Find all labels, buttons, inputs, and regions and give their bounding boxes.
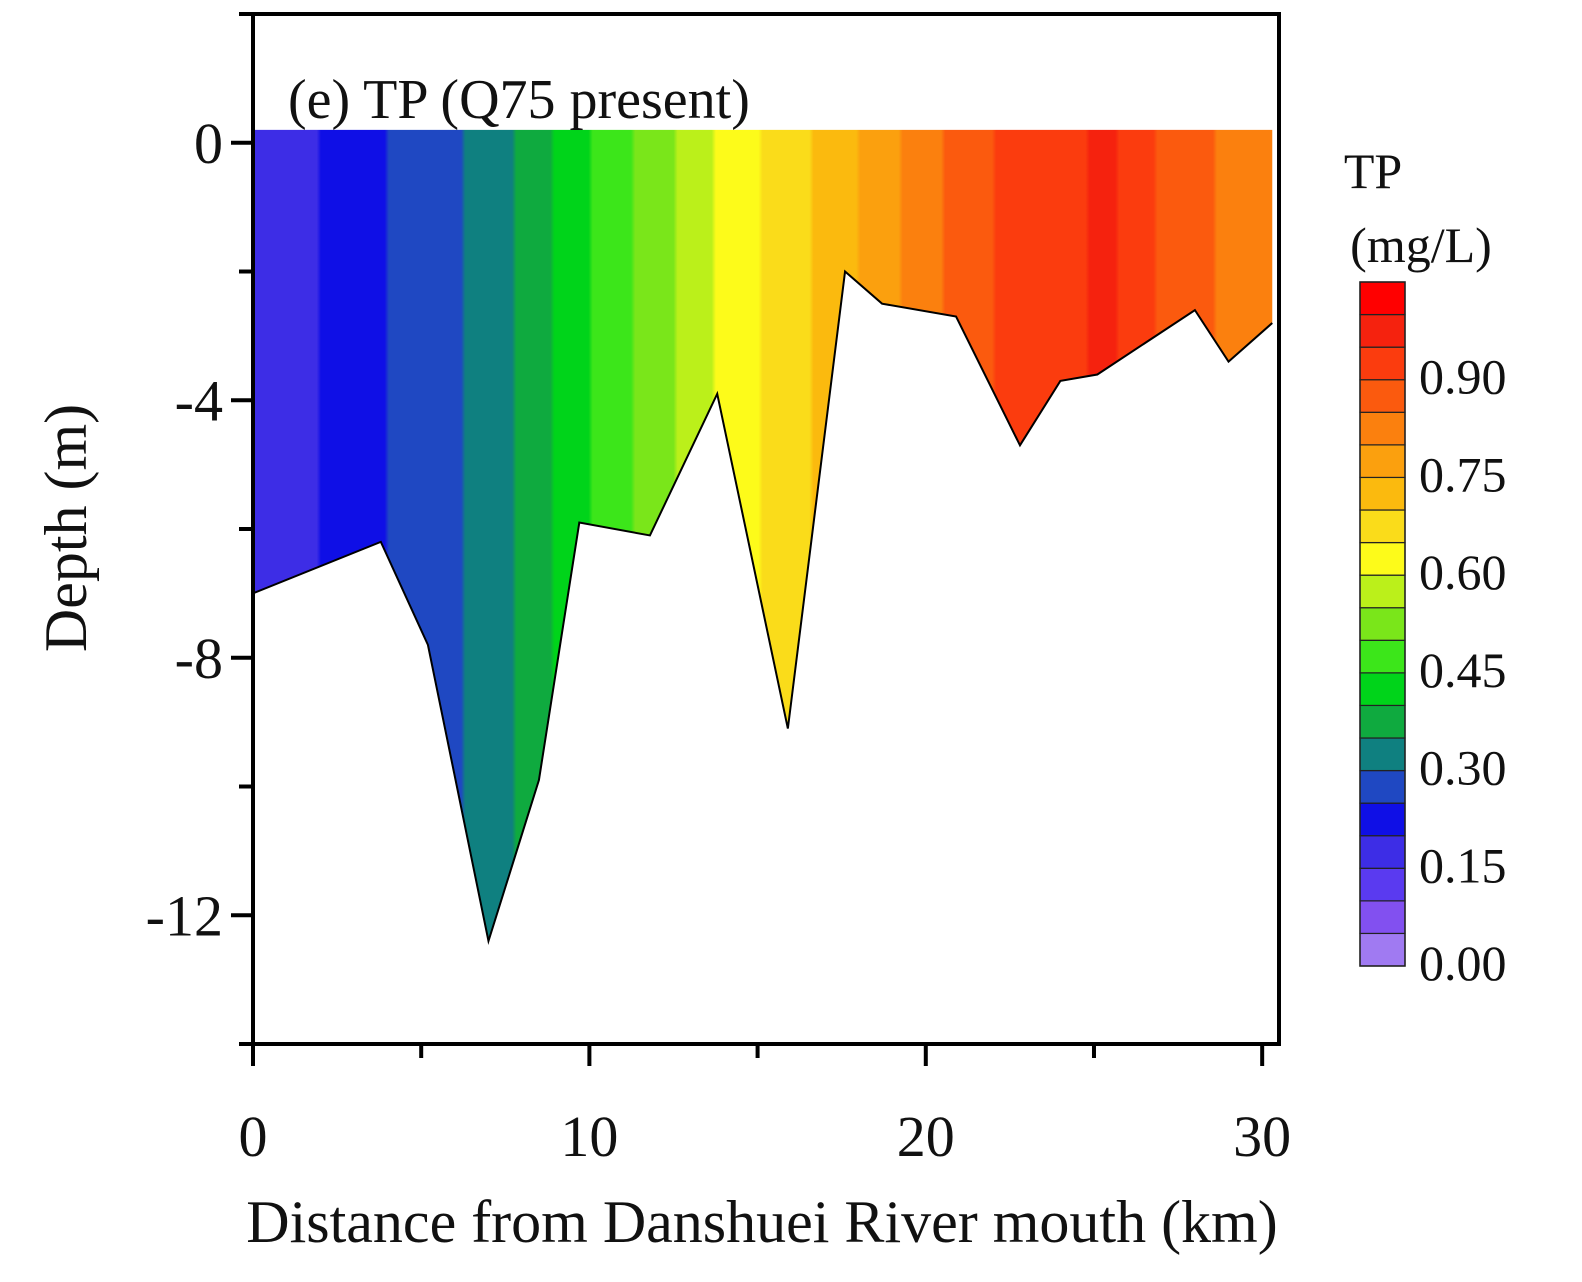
colorbar-swatch xyxy=(1359,835,1406,869)
colorbar-swatch xyxy=(1359,281,1406,316)
colorbar-swatch xyxy=(1359,541,1406,576)
chart-title: (e) TP (Q75 present) xyxy=(288,69,750,131)
colorbar-tick-label: 0.45 xyxy=(1419,642,1507,698)
x-axis: 0 10 20 30 xyxy=(239,1042,1291,1169)
colorbar-swatch xyxy=(1359,379,1406,413)
colorbar-swatch xyxy=(1359,444,1406,479)
colorbar-unit: (mg/L) xyxy=(1350,217,1492,273)
y-axis-label: Depth (m) xyxy=(33,404,99,652)
colorbar-title: TP xyxy=(1344,143,1402,199)
colorbar-swatch xyxy=(1359,411,1406,446)
colorbar-tick-label: 0.30 xyxy=(1419,740,1507,796)
colorbar: TP (mg/L) 0.00 0.15 0.30 0.45 0.60 0.75 0.90 xyxy=(1344,143,1507,991)
colorbar-swatch xyxy=(1359,313,1406,348)
colorbar-swatch xyxy=(1359,346,1406,381)
x-tick-label: 30 xyxy=(1233,1104,1291,1169)
colorbar-swatch xyxy=(1359,769,1406,804)
colorbar-swatch xyxy=(1359,476,1406,511)
colorbar-swatch xyxy=(1359,574,1406,609)
colorbar-swatch xyxy=(1359,932,1406,967)
colorbar-swatches xyxy=(1359,281,1406,967)
plot-area xyxy=(251,12,1281,1046)
colorbar-swatch xyxy=(1359,867,1406,902)
colorbar-swatch xyxy=(1359,737,1406,772)
colorbar-swatch xyxy=(1359,509,1406,544)
y-tick-label: -4 xyxy=(175,368,223,433)
colorbar-tick-label: 0.75 xyxy=(1419,446,1507,502)
tp-contour-field xyxy=(253,129,1273,941)
y-tick-label: -8 xyxy=(175,626,223,691)
x-tick-label: 20 xyxy=(897,1104,955,1169)
colorbar-swatch xyxy=(1359,607,1406,641)
y-tick-label: 0 xyxy=(194,111,223,176)
x-tick-label: 10 xyxy=(560,1104,618,1169)
x-axis-label: Distance from Danshuei River mouth (km) xyxy=(246,1189,1277,1255)
x-tick-label: 0 xyxy=(239,1104,268,1169)
colorbar-swatch xyxy=(1359,672,1406,707)
colorbar-tick-label: 0.00 xyxy=(1419,935,1507,991)
river-bed-profile xyxy=(252,269,1273,945)
y-axis: 0 -4 -8 -12 xyxy=(146,12,255,1046)
y-tick-label: -12 xyxy=(146,883,223,948)
colorbar-labels: 0.00 0.15 0.30 0.45 0.60 0.75 0.90 xyxy=(1419,349,1507,991)
colorbar-frame xyxy=(1359,281,1406,967)
colorbar-swatch xyxy=(1359,639,1406,674)
colorbar-swatch xyxy=(1359,704,1406,739)
colorbar-swatch xyxy=(1359,802,1406,837)
colorbar-swatch xyxy=(1359,900,1406,935)
colorbar-tick-label: 0.15 xyxy=(1419,837,1507,893)
colorbar-tick-label: 0.90 xyxy=(1419,349,1507,405)
colorbar-tick-label: 0.60 xyxy=(1419,544,1507,600)
